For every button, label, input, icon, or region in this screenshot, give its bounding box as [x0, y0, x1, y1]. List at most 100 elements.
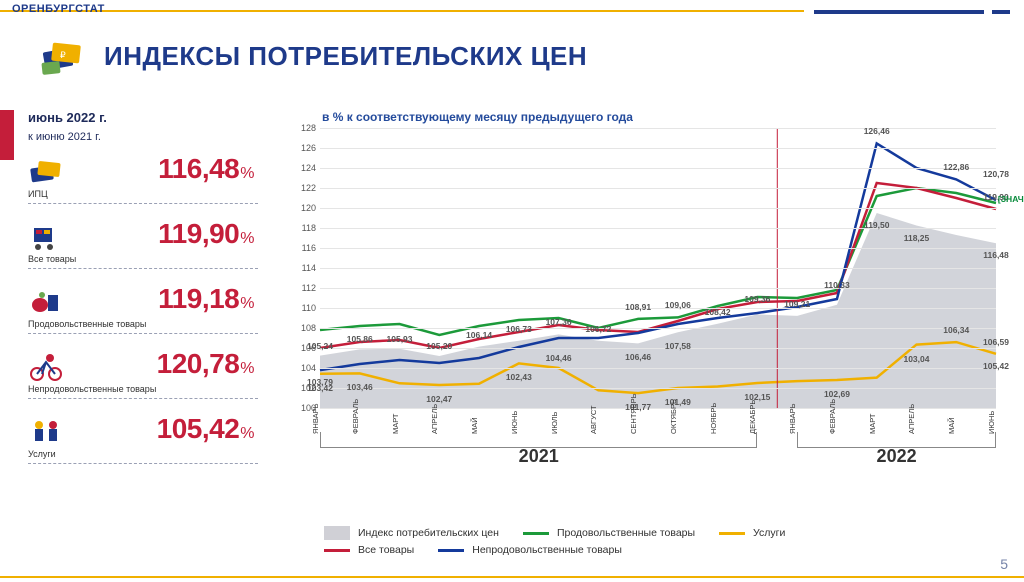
- chart-region: в % к соответствующему месяцу предыдущег…: [290, 110, 1000, 470]
- accent-tab: [0, 110, 14, 160]
- point-label: 126,46: [864, 126, 890, 136]
- legend-swatch: [324, 526, 350, 540]
- y-tick: 108: [301, 323, 316, 333]
- cart-icon: [28, 222, 64, 252]
- point-label: 103,46: [347, 382, 373, 392]
- grid-line: [320, 128, 996, 129]
- point-label: 106,34: [943, 325, 969, 335]
- kpi-label: Услуги: [28, 449, 258, 459]
- grid-line: [320, 228, 996, 229]
- kpi-divider: [28, 203, 258, 204]
- plot-area: 105,24103,79103,42105,86105,93103,46105,…: [320, 128, 996, 408]
- point-label: 103,04: [903, 354, 929, 364]
- grid-line: [320, 288, 996, 289]
- y-axis: 1001021041061081101121141161181201221241…: [290, 128, 318, 408]
- legend-item: Индекс потребительских цен: [324, 526, 499, 540]
- point-label: 105,42: [983, 361, 1009, 371]
- legend-swatch: [523, 532, 549, 535]
- point-label: 103,42: [307, 383, 333, 393]
- chart-title: в % к соответствующему месяцу предыдущег…: [322, 110, 1000, 124]
- point-label: 116,48: [983, 250, 1009, 260]
- kpi-value: 119,90%: [158, 218, 254, 250]
- kpi-label: Все товары: [28, 254, 258, 264]
- legend-item: Продовольственные товары: [523, 527, 695, 539]
- kpi-label: ИПЦ: [28, 189, 258, 199]
- kpi-value: 120,78%: [157, 348, 254, 380]
- year-label: 2022: [877, 446, 917, 467]
- kpi-value: 105,42%: [157, 413, 254, 445]
- title-row: ₽ ИНДЕКСЫ ПОТРЕБИТЕЛЬСКИХ ЦЕН: [40, 36, 587, 76]
- grid-line: [320, 348, 996, 349]
- legend-label: Непродовольственные товары: [472, 544, 622, 556]
- groceries-icon: [28, 287, 64, 317]
- series-ipc-area: [320, 213, 996, 408]
- kpi-row: 120,78%Непродовольственные товары: [28, 352, 258, 399]
- top-bar: ОРЕНБУРГСТАТ: [0, 0, 1024, 22]
- services-icon: [28, 417, 64, 447]
- period-line-1: июнь 2022 г.: [28, 110, 258, 127]
- point-label: 118,25: [904, 233, 930, 243]
- legend-label: Индекс потребительских цен: [358, 527, 499, 539]
- kpi-row: 119,18%Продовольственные товары: [28, 287, 258, 334]
- kpi-divider: [28, 333, 258, 334]
- page-title: ИНДЕКСЫ ПОТРЕБИТЕЛЬСКИХ ЦЕН: [104, 41, 587, 72]
- kpi-divider: [28, 463, 258, 464]
- org-label: ОРЕНБУРГСТАТ: [12, 3, 105, 15]
- kpi-divider: [28, 268, 258, 269]
- kpi-row: 116,48%ИПЦ: [28, 157, 258, 204]
- point-label: 106,73: [506, 324, 532, 334]
- point-label: 107,36: [546, 317, 572, 327]
- grid-line: [320, 148, 996, 149]
- legend-item: Непродовольственные товары: [438, 544, 622, 556]
- x-axis: ЯНВАРЬФЕВРАЛЬМАРТАПРЕЛЬМАЙИЮНЬИЮЛЬАВГУСТ…: [320, 408, 996, 428]
- bike-icon: [28, 352, 64, 382]
- grid-line: [320, 388, 996, 389]
- point-label: 105,86: [347, 334, 373, 344]
- grid-line: [320, 368, 996, 369]
- page-number: 5: [1000, 556, 1008, 572]
- legend-item: Все товары: [324, 544, 414, 556]
- grid-line: [320, 168, 996, 169]
- point-label: 102,47: [426, 394, 452, 404]
- legend-swatch: [324, 549, 350, 552]
- y-tick: 122: [301, 183, 316, 193]
- svg-text:₽: ₽: [60, 50, 66, 60]
- grid-line: [320, 328, 996, 329]
- point-label: 108,42: [705, 307, 731, 317]
- y-tick: 118: [302, 223, 316, 233]
- point-label: 102,43: [506, 372, 532, 382]
- rule-navy: [814, 10, 984, 14]
- point-label: 106,59: [983, 337, 1009, 347]
- grid-line: [320, 208, 996, 209]
- y-tick: 126: [301, 143, 316, 153]
- legend: Индекс потребительских цен Продовольствен…: [290, 526, 1000, 560]
- wallet-icon: ₽: [40, 36, 86, 76]
- point-label-special: [ЗНАЧЕНИЕ]: [998, 194, 1024, 204]
- chart-plot: 1001021041061081101121141161181201221241…: [290, 128, 1000, 428]
- legend-label: Услуги: [753, 527, 785, 539]
- point-label: 109,06: [665, 300, 691, 310]
- period-line-2: к июню 2021 г.: [28, 131, 258, 143]
- point-label: 106,46: [625, 352, 651, 362]
- y-tick: 128: [301, 123, 316, 133]
- point-label: 109,21: [784, 299, 810, 309]
- y-tick: 124: [301, 163, 316, 173]
- point-label: 105,93: [387, 334, 413, 344]
- point-label: 110,33: [824, 280, 850, 290]
- y-tick: 114: [302, 263, 316, 273]
- point-label: 107,58: [665, 341, 691, 351]
- y-tick: 116: [302, 243, 316, 253]
- x-tick: ЯНВАРЬ: [311, 403, 320, 434]
- point-label: 120,78: [983, 169, 1009, 179]
- point-label: 104,46: [546, 353, 572, 363]
- legend-label: Продовольственные товары: [557, 527, 695, 539]
- grid-line: [320, 268, 996, 269]
- grid-line: [320, 308, 996, 309]
- rule-yellow: [0, 10, 804, 12]
- point-label: 109,36: [744, 294, 770, 304]
- legend-swatch: [438, 549, 464, 552]
- kpi-value: 116,48%: [158, 153, 254, 185]
- point-label: 122,86: [943, 162, 969, 172]
- rule-bottom: [0, 576, 1024, 578]
- y-tick: 112: [302, 283, 316, 293]
